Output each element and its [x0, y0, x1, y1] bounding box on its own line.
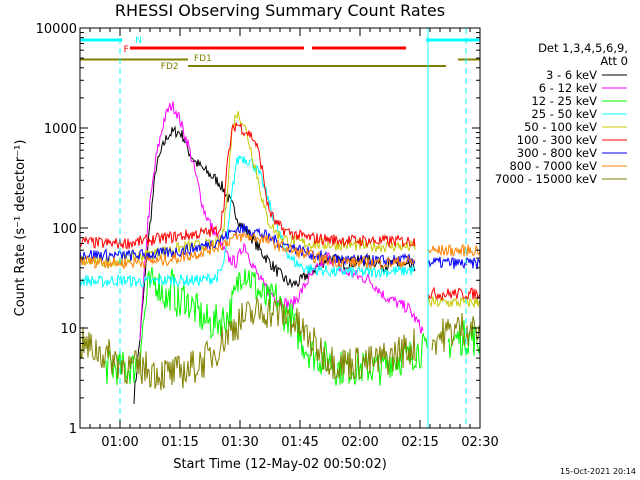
legend-entry-label: 100 - 300 keV	[517, 133, 597, 147]
footer-timestamp: 15-Oct-2021 20:14	[560, 467, 636, 476]
x-axis-label: Start Time (12-May-02 00:50:02)	[173, 457, 387, 472]
flag-bars: NF FD1 FD2	[80, 36, 480, 72]
series-line	[79, 230, 416, 270]
series-4	[79, 111, 481, 309]
series-line	[79, 296, 416, 391]
x-tick-label: 02:30	[461, 435, 498, 450]
axis-ticks	[79, 28, 481, 429]
x-tick-label: 01:30	[221, 435, 258, 450]
series-line	[79, 122, 416, 250]
series-6	[79, 223, 481, 270]
series-7	[79, 230, 481, 270]
y-tick-label: 1	[69, 422, 77, 437]
flag-label: N	[135, 36, 142, 46]
series-line	[427, 286, 481, 301]
legend-entry-label: 800 - 7000 keV	[509, 159, 597, 173]
legend-header: Att 0	[600, 54, 628, 68]
series-line	[431, 312, 481, 355]
x-tick-labels: 01:00 01:15 01:30 01:45 02:00 02:15 02:30	[101, 435, 498, 450]
chart-title: RHESSI Observing Summary Count Rates	[115, 1, 445, 20]
series-3	[79, 155, 416, 288]
series-line	[427, 256, 481, 270]
x-tick-label: 02:15	[401, 435, 438, 450]
x-tick-label: 01:00	[101, 435, 138, 450]
legend-entry-label: 6 - 12 keV	[539, 81, 597, 95]
legend-entry-label: 25 - 50 keV	[531, 107, 597, 121]
flag-label: FD2	[161, 62, 179, 72]
flag-label: FD1	[194, 54, 212, 64]
y-axis-label: Count Rate (s⁻¹ detector⁻¹)	[13, 140, 28, 317]
y-tick-label: 1000	[44, 122, 77, 137]
y-tick-label: 10000	[36, 22, 77, 37]
series-line	[79, 155, 416, 288]
legend-entry-label: 3 - 6 keV	[546, 68, 597, 82]
y-tick-labels: 1 10 100 1000 10000	[36, 22, 77, 437]
legend-entry-label: 300 - 800 keV	[517, 146, 597, 160]
legend-entry-label: 12 - 25 keV	[531, 94, 597, 108]
series-line	[427, 295, 481, 309]
legend-entry-label: 7000 - 15000 keV	[495, 172, 597, 186]
legend-entry-label: 50 - 100 keV	[524, 120, 597, 134]
series-5	[79, 122, 481, 301]
y-tick-label: 10	[60, 322, 77, 337]
x-tick-label: 01:15	[161, 435, 198, 450]
x-tick-label: 02:00	[341, 435, 378, 450]
x-tick-label: 01:45	[281, 435, 318, 450]
legend-header: Det 1,3,4,5,6,9,	[538, 41, 628, 55]
flag-label: F	[124, 45, 129, 55]
series-8	[79, 296, 481, 391]
series-layer	[79, 101, 481, 404]
y-tick-label: 100	[52, 222, 77, 237]
series-line	[427, 243, 481, 258]
series-line	[103, 266, 428, 386]
series-line	[79, 223, 416, 267]
